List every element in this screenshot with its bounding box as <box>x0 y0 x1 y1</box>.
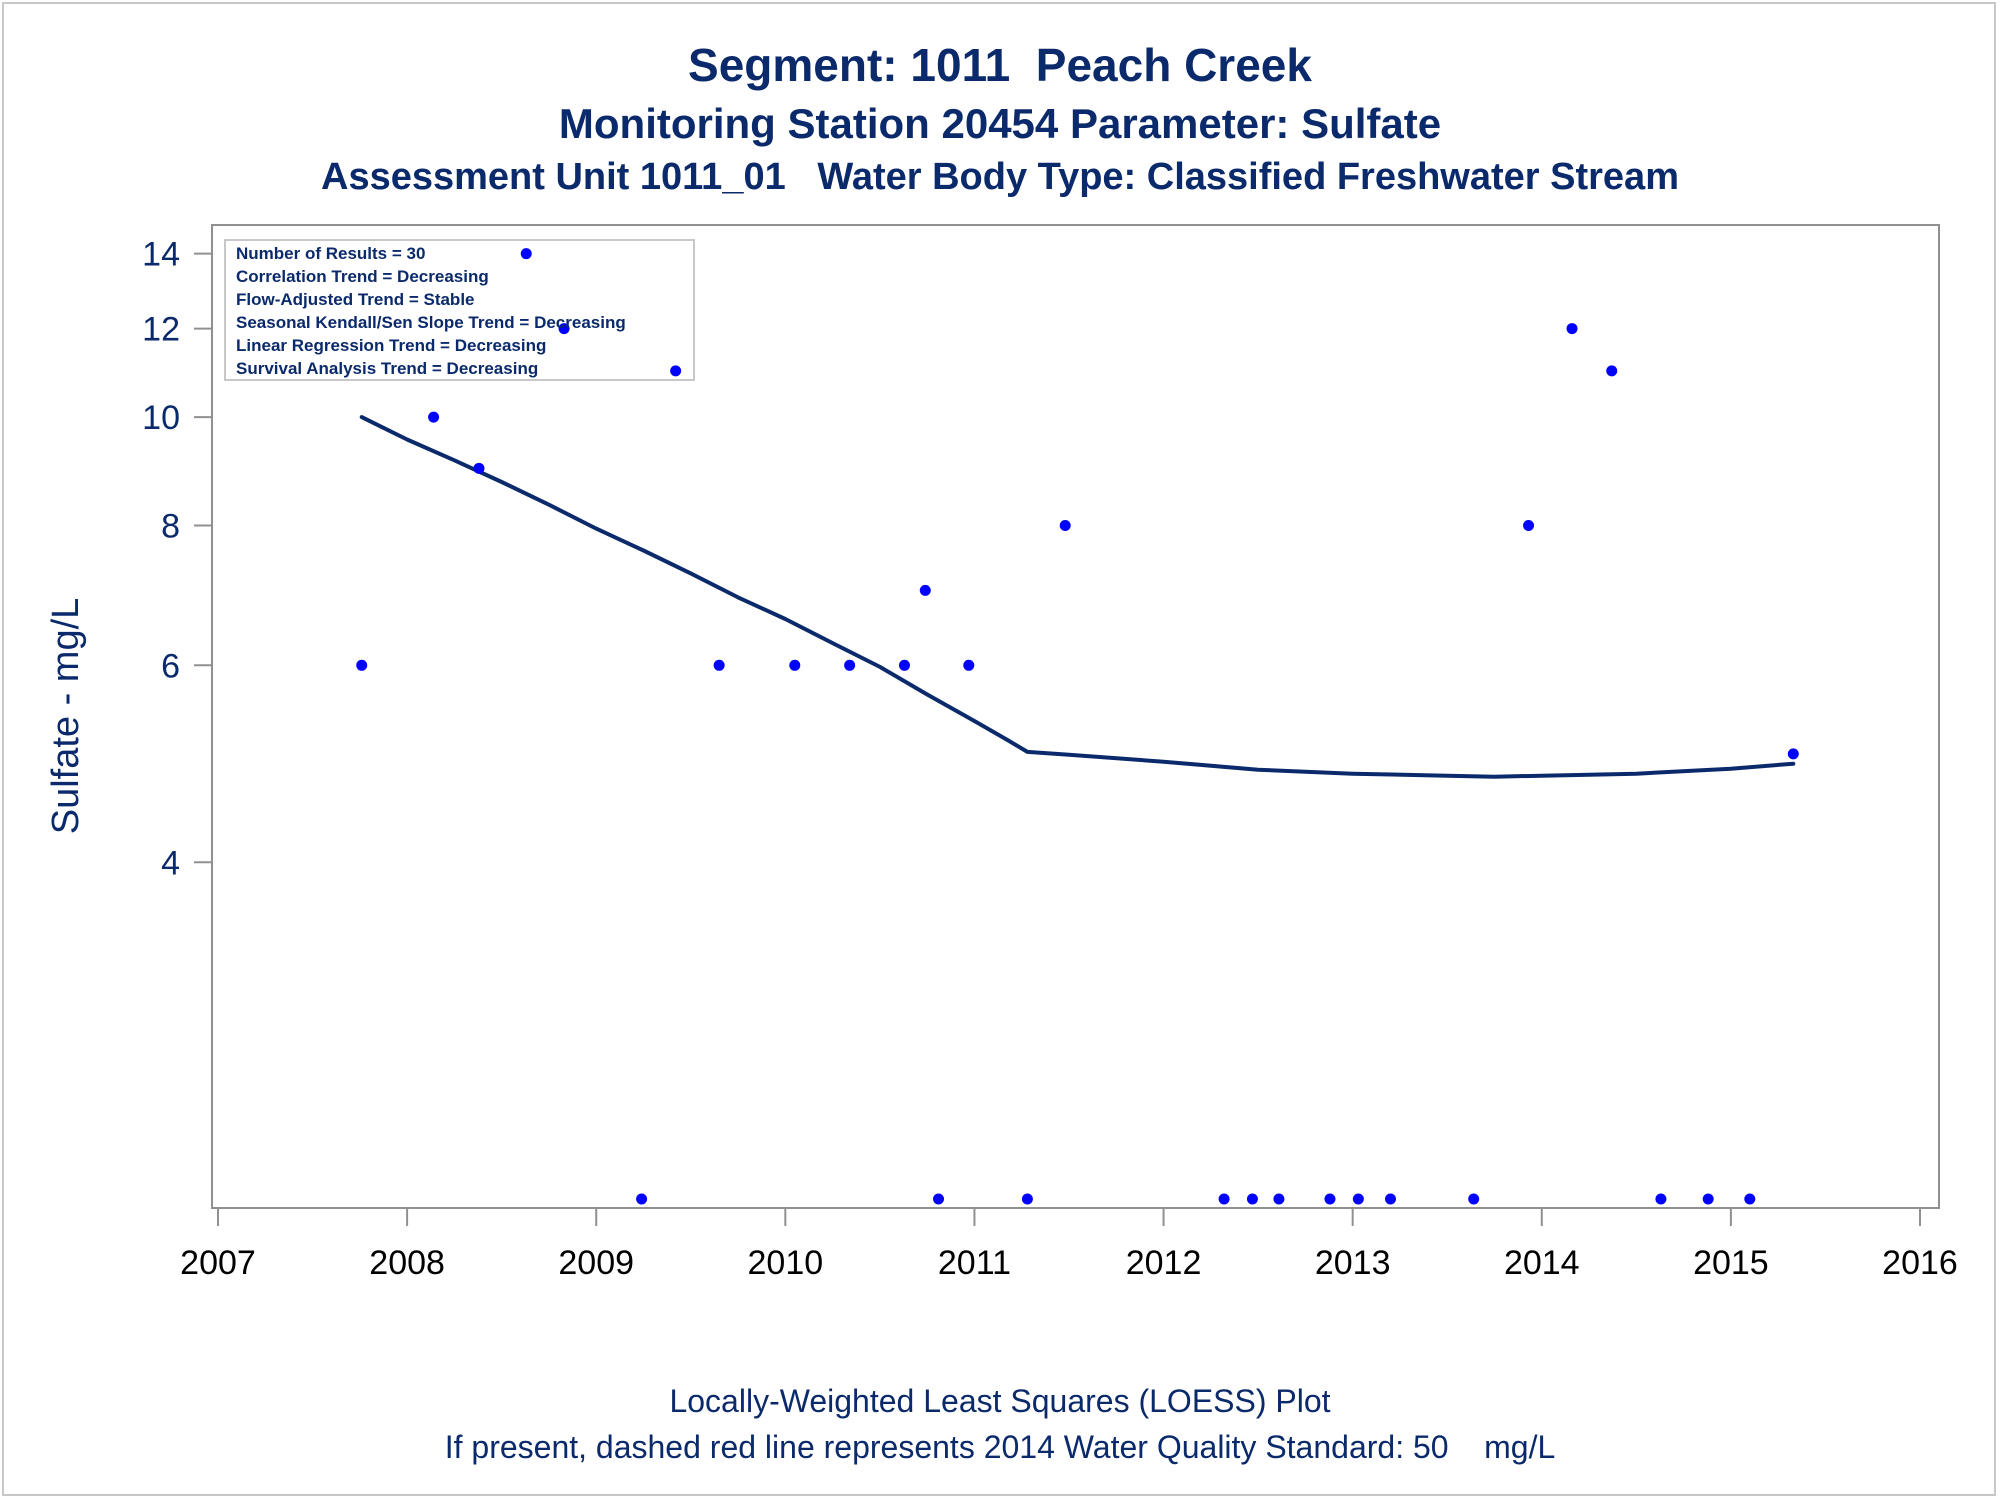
data-point <box>713 659 725 671</box>
y-tick-label: 4 <box>161 844 180 882</box>
data-point <box>1655 1193 1667 1205</box>
inset-line-linear-regression: Linear Regression Trend = Decreasing <box>236 336 546 355</box>
data-point <box>558 323 570 335</box>
data-point <box>356 659 368 671</box>
data-point <box>1273 1193 1285 1205</box>
data-point <box>1606 365 1618 377</box>
y-tick-label: 12 <box>142 311 180 349</box>
data-point <box>636 1193 648 1205</box>
data-point <box>1523 520 1535 532</box>
data-point <box>1787 748 1799 760</box>
data-point <box>898 659 910 671</box>
inset-line-survival-analysis: Survival Analysis Trend = Decreasing <box>236 359 538 378</box>
data-point <box>1744 1193 1756 1205</box>
y-tick-label: 10 <box>142 399 180 437</box>
x-tick-label: 2013 <box>1315 1244 1391 1282</box>
inset-line-seasonal-kendall: Seasonal Kendall/Sen Slope Trend = Decre… <box>236 313 626 332</box>
x-tick-label: 2010 <box>748 1244 824 1282</box>
x-tick-label: 2016 <box>1882 1244 1958 1282</box>
data-point <box>1324 1193 1336 1205</box>
x-tick-label: 2014 <box>1504 1244 1580 1282</box>
y-axis-label: Sulfate - mg/L <box>45 598 87 835</box>
y-tick-label: 6 <box>161 647 180 685</box>
y-axis: 4 6 8 10 12 14 <box>142 236 212 882</box>
data-point <box>1246 1193 1258 1205</box>
data-point <box>520 248 532 260</box>
chart-subtitle-assessment: Assessment Unit 1011_01 Water Body Type:… <box>321 156 1679 198</box>
x-tick-label: 2012 <box>1126 1244 1202 1282</box>
data-point <box>1702 1193 1714 1205</box>
data-point <box>1021 1193 1033 1205</box>
data-points <box>356 248 1799 1205</box>
data-point <box>1352 1193 1364 1205</box>
data-point <box>963 659 975 671</box>
footnote-water-quality-standard: If present, dashed red line represents 2… <box>444 1429 1556 1465</box>
inset-legend-box: Number of Results = 30 Correlation Trend… <box>224 239 695 381</box>
data-point <box>919 584 931 596</box>
data-point <box>1566 323 1578 335</box>
x-tick-label: 2011 <box>938 1244 1011 1282</box>
inset-line-flow-adjusted: Flow-Adjusted Trend = Stable <box>236 290 475 309</box>
x-tick-label: 2007 <box>180 1244 256 1282</box>
data-point <box>428 411 440 423</box>
data-point <box>1218 1193 1230 1205</box>
data-point <box>1059 520 1071 532</box>
data-point <box>1384 1193 1396 1205</box>
chart-title: Segment: 1011 Peach Creek <box>688 39 1312 91</box>
footnote-loess: Locally-Weighted Least Squares (LOESS) P… <box>669 1383 1331 1419</box>
data-point <box>473 462 485 474</box>
chart-subtitle-station: Monitoring Station 20454 Parameter: Sulf… <box>558 100 1442 147</box>
data-point <box>789 659 801 671</box>
x-tick-label: 2008 <box>369 1244 445 1282</box>
x-axis: 2007 2008 2009 2010 2011 2012 2013 2014 2015 2016 <box>180 1208 1958 1282</box>
x-tick-label: 2009 <box>558 1244 634 1282</box>
data-point <box>670 365 682 377</box>
data-point <box>933 1193 945 1205</box>
y-tick-label: 8 <box>161 508 180 546</box>
data-point <box>844 659 856 671</box>
loess-trend-line <box>359 415 1796 779</box>
inset-line-results: Number of Results = 30 <box>236 244 425 263</box>
x-tick-label: 2015 <box>1693 1244 1769 1282</box>
plot-area-border <box>211 224 1940 1209</box>
inset-line-correlation: Correlation Trend = Decreasing <box>236 267 489 286</box>
y-tick-label: 14 <box>142 236 180 274</box>
data-point <box>1468 1193 1480 1205</box>
